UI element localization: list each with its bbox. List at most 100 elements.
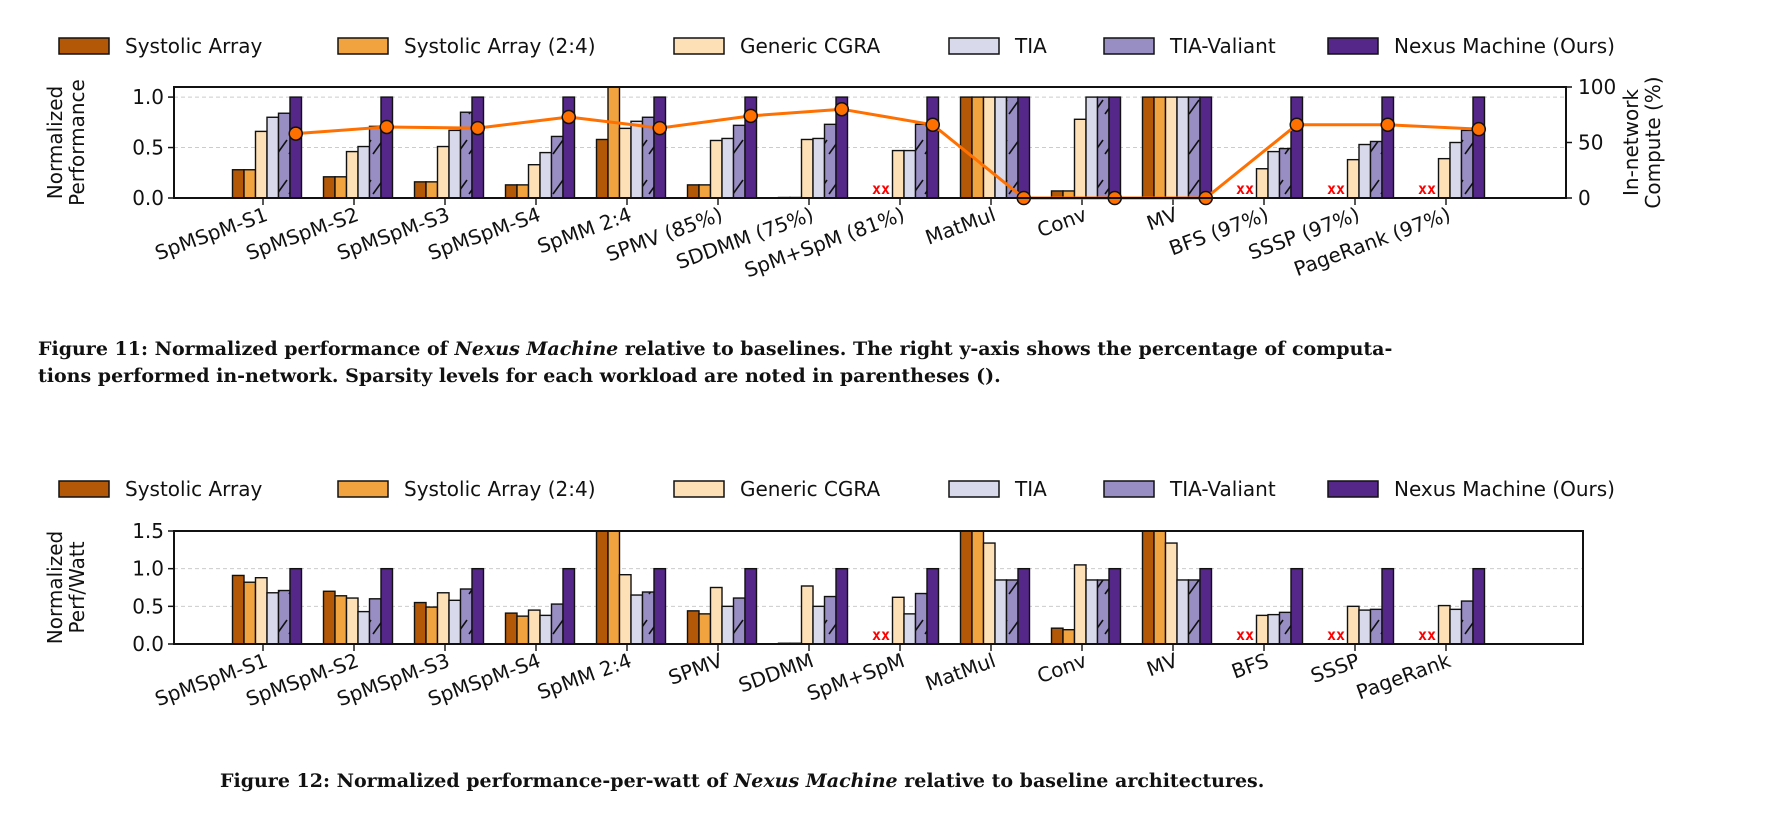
bar-hatch bbox=[824, 124, 836, 198]
bar bbox=[607, 86, 621, 199]
bar-hatch bbox=[551, 604, 563, 644]
bar-hatch bbox=[460, 589, 472, 644]
x-tick-label: Conv bbox=[1034, 202, 1090, 242]
bar bbox=[1085, 579, 1099, 645]
bar bbox=[926, 96, 940, 199]
bar bbox=[653, 96, 667, 199]
bar-hatch bbox=[278, 113, 290, 198]
line-point bbox=[1289, 117, 1304, 132]
bar bbox=[744, 567, 758, 645]
bar bbox=[231, 169, 245, 199]
bar bbox=[800, 585, 814, 645]
bar bbox=[539, 614, 553, 645]
bar bbox=[345, 597, 359, 645]
figure-11-caption: Figure 11: Normalized performance of Nex… bbox=[38, 338, 1392, 392]
bar-hatch bbox=[915, 593, 927, 644]
x-tick-label: MatMul bbox=[922, 202, 999, 249]
caption-text: relative to baseline architectures. bbox=[897, 770, 1265, 792]
line-point bbox=[834, 101, 849, 117]
legend-label: Systolic Array (2:4) bbox=[404, 34, 596, 58]
bar bbox=[1346, 158, 1360, 199]
line-point bbox=[561, 109, 576, 125]
x-tick-label: MatMul bbox=[922, 648, 999, 695]
line-point bbox=[1471, 121, 1486, 137]
legend-swatch bbox=[673, 37, 725, 55]
line-point bbox=[379, 119, 394, 135]
bar bbox=[436, 145, 450, 199]
bar bbox=[539, 151, 553, 199]
y2-axis-label: Compute (%) bbox=[1641, 76, 1665, 208]
bar bbox=[334, 176, 348, 199]
y2-tick-label: 50 bbox=[1578, 131, 1603, 155]
legend-swatch bbox=[1327, 480, 1379, 498]
missing-marker: xx bbox=[1236, 180, 1254, 198]
legend-swatch bbox=[948, 480, 1000, 498]
bar bbox=[800, 138, 814, 199]
y-tick-label: 0.0 bbox=[132, 632, 164, 656]
bar bbox=[1437, 604, 1451, 645]
bar-hatch bbox=[1188, 579, 1200, 644]
bar bbox=[1141, 530, 1155, 645]
bar bbox=[971, 96, 985, 199]
bar bbox=[607, 530, 621, 645]
line-point bbox=[470, 120, 485, 136]
bar bbox=[413, 601, 427, 645]
y-axis-label: Perf/Watt bbox=[65, 541, 89, 633]
bar bbox=[334, 595, 348, 645]
bar bbox=[1108, 567, 1122, 645]
bar-hatch bbox=[733, 125, 745, 198]
bar bbox=[357, 610, 371, 645]
bar bbox=[436, 592, 450, 645]
legend-label: Systolic Array bbox=[125, 477, 263, 501]
x-tick-label: MV bbox=[1143, 648, 1181, 681]
y-axis-label: Normalized bbox=[43, 531, 67, 644]
legend-label: TIA bbox=[1014, 34, 1047, 58]
bar bbox=[926, 567, 940, 645]
bar bbox=[289, 96, 303, 199]
x-tick-label: MV bbox=[1143, 202, 1181, 235]
bar bbox=[254, 577, 268, 645]
y2-axis-label: In-network bbox=[1619, 89, 1643, 196]
bar bbox=[835, 567, 849, 645]
bar-hatch bbox=[824, 596, 836, 644]
bar bbox=[266, 592, 280, 645]
x-tick-label: SpMM 2:4 bbox=[534, 648, 635, 704]
bar bbox=[562, 567, 576, 645]
legend-label: TIA bbox=[1014, 477, 1047, 501]
legend-hatch bbox=[1104, 481, 1154, 497]
bar-hatch bbox=[1461, 601, 1473, 644]
bar bbox=[1381, 96, 1395, 199]
bar bbox=[1176, 96, 1190, 199]
bar bbox=[413, 181, 427, 199]
chart-12: Systolic Array Systolic Array (2:4) Generi… bbox=[43, 477, 1615, 711]
bar bbox=[891, 149, 905, 199]
bar bbox=[516, 184, 530, 199]
bar bbox=[504, 184, 518, 199]
legend-swatch bbox=[58, 480, 110, 498]
bar bbox=[812, 137, 826, 199]
x-tick-label: SPMV bbox=[665, 648, 726, 690]
x-tick-label: Conv bbox=[1034, 648, 1090, 688]
bar-hatch bbox=[1188, 97, 1200, 198]
bar bbox=[322, 176, 336, 199]
bar bbox=[1164, 96, 1178, 199]
bar-hatch bbox=[1461, 130, 1473, 198]
bar bbox=[595, 530, 609, 645]
bar bbox=[1472, 567, 1486, 645]
bar bbox=[982, 542, 996, 645]
bar bbox=[266, 116, 280, 199]
bar bbox=[1017, 567, 1031, 645]
bar-hatch bbox=[1370, 609, 1382, 644]
legend-label: TIA-Valiant bbox=[1169, 34, 1276, 58]
bar bbox=[345, 150, 359, 199]
plot-frame bbox=[173, 86, 1567, 199]
bar bbox=[448, 129, 462, 199]
bar bbox=[1290, 567, 1304, 645]
bar bbox=[721, 137, 735, 199]
bar bbox=[721, 605, 735, 645]
caption-text: tions performed in-network. Sparsity lev… bbox=[38, 365, 1001, 387]
legend-label: Generic CGRA bbox=[740, 34, 880, 58]
bar bbox=[1381, 567, 1395, 645]
bar bbox=[595, 138, 609, 199]
